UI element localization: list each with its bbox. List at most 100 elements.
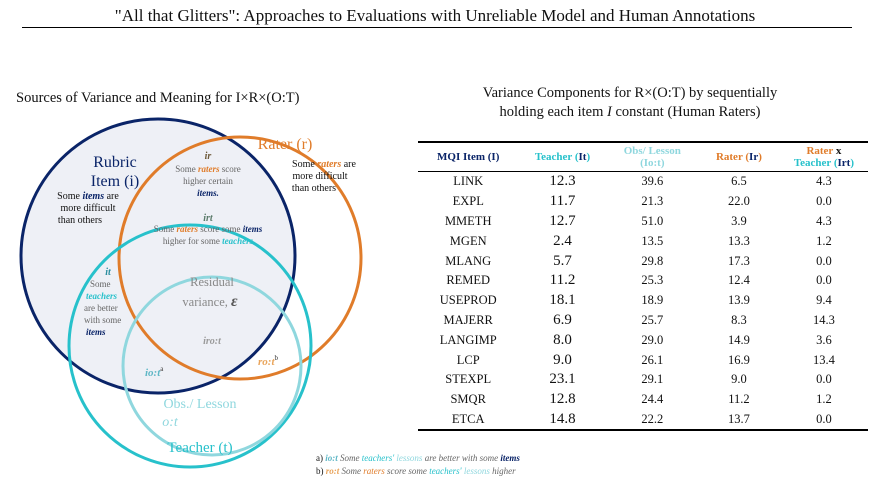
table-row: LANGIMP 8.0 29.0 14.9 3.6 (418, 330, 868, 350)
item-cell: MAJERR (443, 312, 493, 327)
it-label: it (105, 267, 112, 278)
value-cell: 0.0 (816, 253, 832, 268)
footnote-a: a) io:t Some teachers' lessons are bette… (316, 453, 520, 463)
table-row: REMED 11.2 25.3 12.4 0.0 (418, 271, 868, 291)
item-cell: MGEN (449, 233, 487, 248)
value-cell: 39.6 (641, 174, 664, 189)
value-cell: 13.9 (727, 293, 750, 308)
table-row: MLANG 5.7 29.8 17.3 0.0 (418, 251, 868, 271)
value-cell: 6.5 (731, 174, 747, 189)
items-text-1: Some items are (57, 191, 119, 202)
table-row: ETCA 14.8 22.2 13.7 0.0 (418, 410, 868, 431)
value-cell: 29.0 (641, 332, 664, 347)
value-cell: 6.9 (553, 311, 572, 328)
residual-label-1: Residual (190, 275, 234, 289)
value-cell: 26.1 (641, 352, 664, 367)
it-text-1: Some (90, 279, 111, 289)
obs-label-2: o:t (162, 415, 179, 430)
value-cell: 13.5 (641, 233, 664, 248)
item-cell: STEXPL (445, 372, 492, 387)
raters-text-2: more difficult (292, 171, 347, 182)
irt-label: irt (203, 213, 214, 224)
value-cell: 11.7 (549, 193, 576, 210)
it-text-5: items (86, 327, 106, 337)
iro-t-label: iro:t (203, 336, 222, 347)
value-cell: 1.2 (816, 233, 832, 248)
value-cell: 14.9 (727, 332, 750, 347)
value-cell: 0.0 (816, 273, 832, 288)
value-cell: 16.9 (727, 352, 750, 367)
venn-diagram: Rubric Item (i) Some items are more diff… (19, 117, 363, 469)
raters-text-3: than others (292, 183, 336, 194)
item-cell: MMETH (444, 213, 492, 228)
value-cell: 9.0 (553, 351, 572, 368)
table-row: MMETH 12.7 51.0 3.9 4.3 (418, 212, 868, 232)
table-title-line-1: Variance Components for R×(O:T) by seque… (482, 85, 778, 101)
footnotes: a) io:t Some teachers' lessons are bette… (316, 452, 520, 478)
irt-text-1: Some raters score some items (154, 224, 263, 234)
value-cell: 2.4 (553, 232, 572, 249)
items-text-3: than others (58, 215, 102, 226)
items-text-2: more difficult (60, 203, 115, 214)
item-cell: LCP (456, 352, 480, 367)
value-cell: 4.3 (816, 174, 832, 189)
header-rater: Rater (Ir) (715, 151, 762, 163)
table-row: MGEN 2.4 13.5 13.3 1.2 (418, 231, 868, 251)
item-cell: LANGIMP (439, 332, 497, 347)
obs-label-1: Obs./ Lesson (163, 397, 236, 412)
value-cell: 0.0 (816, 411, 832, 426)
it-text-4: with some (84, 315, 121, 325)
value-cell: 4.3 (816, 213, 832, 228)
table-row: EXPL 11.7 21.3 22.0 0.0 (418, 192, 868, 212)
value-cell: 9.4 (816, 293, 832, 308)
header-rater-x-teacher: Rater x Teacher (Irt) (793, 145, 855, 169)
table-body: LINK 12.3 39.6 6.5 4.3 EXPL 11.7 21.3 22.0 0.0 MME… (418, 172, 868, 431)
value-cell: 8.0 (553, 331, 572, 348)
value-cell: 14.3 (812, 312, 835, 327)
value-cell: 3.9 (731, 213, 747, 228)
value-cell: 14.8 (549, 410, 576, 427)
value-cell: 11.2 (549, 272, 576, 289)
value-cell: 18.9 (641, 293, 664, 308)
value-cell: 12.7 (549, 212, 576, 229)
teacher-circle (67, 223, 313, 469)
ir-text-1: Some raters score (175, 164, 241, 174)
rubric-label-1: Rubric (93, 154, 137, 171)
value-cell: 23.1 (549, 371, 576, 388)
header-teacher: Teacher (It) (534, 151, 591, 163)
value-cell: 1.2 (816, 392, 832, 407)
value-cell: 13.7 (727, 411, 750, 426)
value-cell: 12.4 (727, 273, 750, 288)
title-rule (22, 27, 852, 28)
value-cell: 51.0 (641, 213, 664, 228)
header-obs: Obs/ Lesson (Io:t) (623, 145, 681, 169)
it-text-2: teachers (86, 291, 117, 301)
table-title-line-2: holding each item I constant (Human Rate… (499, 104, 761, 120)
table-row: STEXPL 23.1 29.1 9.0 0.0 (418, 370, 868, 390)
value-cell: 0.0 (816, 372, 832, 387)
io-t-label: io:ta (145, 365, 164, 379)
value-cell: 8.3 (731, 312, 747, 327)
teacher-label: Teacher (t) (167, 440, 232, 456)
table-row: LINK 12.3 39.6 6.5 4.3 (418, 172, 868, 192)
ir-label: ir (205, 151, 212, 162)
value-cell: 0.0 (816, 194, 832, 209)
value-cell: 17.3 (727, 253, 750, 268)
ir-text-2: higher certain (183, 176, 233, 186)
item-cell: LINK (453, 174, 484, 189)
value-cell: 12.8 (549, 391, 576, 408)
item-cell: EXPL (452, 194, 484, 209)
it-text-3: are better (84, 303, 118, 313)
ro-t-label: ro:tb (258, 354, 279, 368)
item-cell: ETCA (451, 411, 485, 426)
value-cell: 13.4 (812, 352, 835, 367)
value-cell: 13.3 (727, 233, 750, 248)
irt-text-2: higher for some teachers (163, 236, 254, 246)
table-row: USEPROD 18.1 18.9 13.9 9.4 (418, 291, 868, 311)
raters-text-1: Some raters are (292, 159, 356, 170)
value-cell: 18.1 (549, 292, 576, 309)
value-cell: 24.4 (641, 392, 664, 407)
variance-table: MQI Item (I) Teacher (It) Obs/ Lesson (Io… (418, 141, 868, 431)
item-cell: SMQR (450, 392, 486, 407)
table-header-row: MQI Item (I) Teacher (It) Obs/ Lesson (Io… (418, 142, 868, 172)
